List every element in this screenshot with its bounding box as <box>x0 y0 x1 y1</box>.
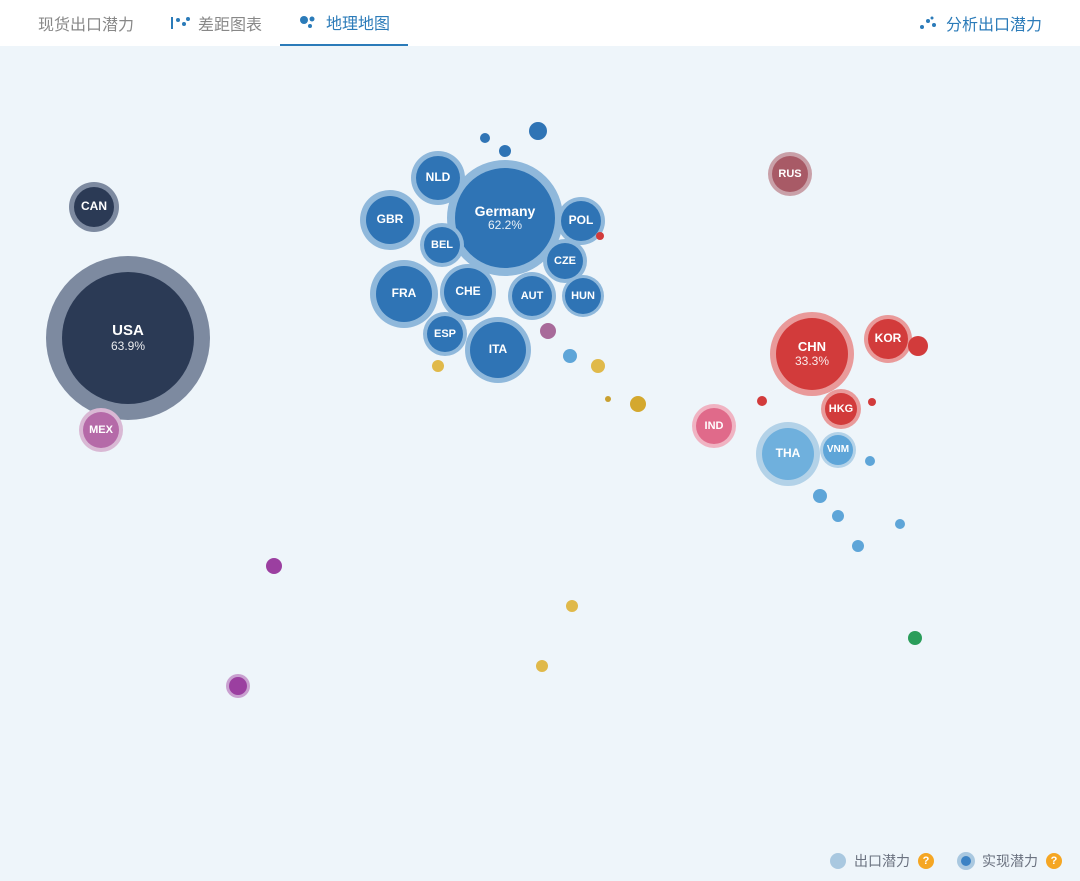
bubble-label: USA <box>112 322 144 339</box>
tab-gap-chart[interactable]: 差距图表 <box>152 0 280 46</box>
bubble-dot <box>865 456 875 466</box>
bubble-dot <box>266 558 282 574</box>
tab-label: 分析出口潜力 <box>946 11 1042 35</box>
legend-realized-potential: 实现潜力 ? <box>958 851 1062 871</box>
bubble-HKG[interactable]: HKG <box>825 393 857 425</box>
bubble-dot <box>908 336 928 356</box>
bubble-dot <box>591 359 605 373</box>
bubble-dot <box>757 396 767 406</box>
bubble-AUT[interactable]: AUT <box>512 276 552 316</box>
bubble-dot <box>540 323 556 339</box>
bubble-pct: 62.2% <box>488 219 522 233</box>
bubble-POL[interactable]: POL <box>561 201 601 241</box>
bubble-dot <box>480 133 490 143</box>
bubble-KOR[interactable]: KOR <box>868 319 908 359</box>
help-icon[interactable]: ? <box>918 853 934 869</box>
bubble-dot <box>908 631 922 645</box>
bubble-dot <box>499 145 511 157</box>
bubble-MEX[interactable]: MEX <box>83 412 119 448</box>
bubble-dot <box>529 122 547 140</box>
bubble-label: AUT <box>521 290 544 303</box>
bubble-dot <box>605 396 611 402</box>
bubble-BEL[interactable]: BEL <box>424 227 460 263</box>
bubble-HUN[interactable]: HUN <box>565 278 601 314</box>
legend-label: 出口潜力 <box>854 851 910 871</box>
bubble-VNM[interactable]: VNM <box>823 435 853 465</box>
bubble-dot <box>566 600 578 612</box>
bubble-dot <box>852 540 864 552</box>
bubble-NLD[interactable]: NLD <box>416 156 460 200</box>
bubble-dot <box>630 396 646 412</box>
bubble-CHN[interactable]: CHN33.3% <box>776 318 848 390</box>
bubble-label: CHN <box>798 340 826 355</box>
bubble-pct: 33.3% <box>795 355 829 369</box>
legend-export-potential: 出口潜力 ? <box>830 851 934 871</box>
tab-label: 差距图表 <box>198 11 262 35</box>
bubble-dot <box>432 360 444 372</box>
bubble-label: HUN <box>571 290 595 303</box>
tab-label: 地理地图 <box>326 10 390 34</box>
bubble-label: POL <box>569 214 594 228</box>
bubble-RUS[interactable]: RUS <box>772 156 808 192</box>
bubble-label: IND <box>705 420 724 433</box>
bubble-pct: 63.9% <box>111 340 145 354</box>
bubble-CHE[interactable]: CHE <box>444 268 492 316</box>
gap-chart-icon <box>170 15 190 31</box>
bubble-DEU[interactable]: Germany62.2% <box>455 168 555 268</box>
bubble-label: HKG <box>829 403 853 416</box>
legend-label: 实现潜力 <box>982 851 1038 871</box>
tab-bar: 现货出口潜力 差距图表 地理地图 分析出口潜力 <box>0 0 1080 46</box>
scatter-icon <box>918 15 938 31</box>
help-icon[interactable]: ? <box>1046 853 1062 869</box>
bubble-label: BEL <box>431 239 453 252</box>
bubble-dot <box>536 660 548 672</box>
bubble-FRA[interactable]: FRA <box>376 266 432 322</box>
tab-label: 现货出口潜力 <box>38 11 134 35</box>
bubble-CZE[interactable]: CZE <box>547 243 583 279</box>
bubble-label: THA <box>776 447 801 461</box>
bubble-label: ITA <box>489 343 507 357</box>
legend-dot-icon <box>961 856 971 866</box>
bubble-dot <box>596 232 604 240</box>
bubble-dot <box>895 519 905 529</box>
bubble-GBR[interactable]: GBR <box>366 196 414 244</box>
bubble-dot <box>832 510 844 522</box>
bubble-label: CHE <box>455 285 480 299</box>
bubble-dot <box>229 677 247 695</box>
bubble-label: CAN <box>81 200 107 214</box>
bubble-label: VNM <box>827 444 849 456</box>
bubble-label: NLD <box>426 171 451 185</box>
bubble-label: FRA <box>392 287 417 301</box>
bubble-label: Germany <box>475 203 536 219</box>
tab-analyze-export[interactable]: 分析出口潜力 <box>900 0 1060 46</box>
bubble-map-icon <box>298 14 318 30</box>
bubble-IND[interactable]: IND <box>696 408 732 444</box>
bubble-label: ESP <box>434 328 456 341</box>
bubble-USA[interactable]: USA63.9% <box>62 272 194 404</box>
bubble-dot <box>813 489 827 503</box>
legend: 出口潜力 ? 实现潜力 ? <box>830 851 1062 871</box>
bubble-dot <box>563 349 577 363</box>
bubble-label: CZE <box>554 255 576 268</box>
tab-geo-map[interactable]: 地理地图 <box>280 0 408 46</box>
bubble-chart[interactable]: USA63.9% CAN MEX Germany62.2% NLD GBR BEL FRA CH… <box>0 46 1080 881</box>
bubble-ITA[interactable]: ITA <box>470 322 526 378</box>
bubble-CAN[interactable]: CAN <box>74 187 114 227</box>
bubble-dot <box>868 398 876 406</box>
bubble-label: GBR <box>377 213 404 227</box>
bubble-label: RUS <box>778 168 801 181</box>
bubble-label: KOR <box>875 332 902 346</box>
bubble-THA[interactable]: THA <box>762 428 814 480</box>
tab-spot-export[interactable]: 现货出口潜力 <box>20 0 152 46</box>
bubble-label: MEX <box>89 424 113 437</box>
legend-dot-icon <box>830 853 846 869</box>
bubble-ESP[interactable]: ESP <box>427 316 463 352</box>
